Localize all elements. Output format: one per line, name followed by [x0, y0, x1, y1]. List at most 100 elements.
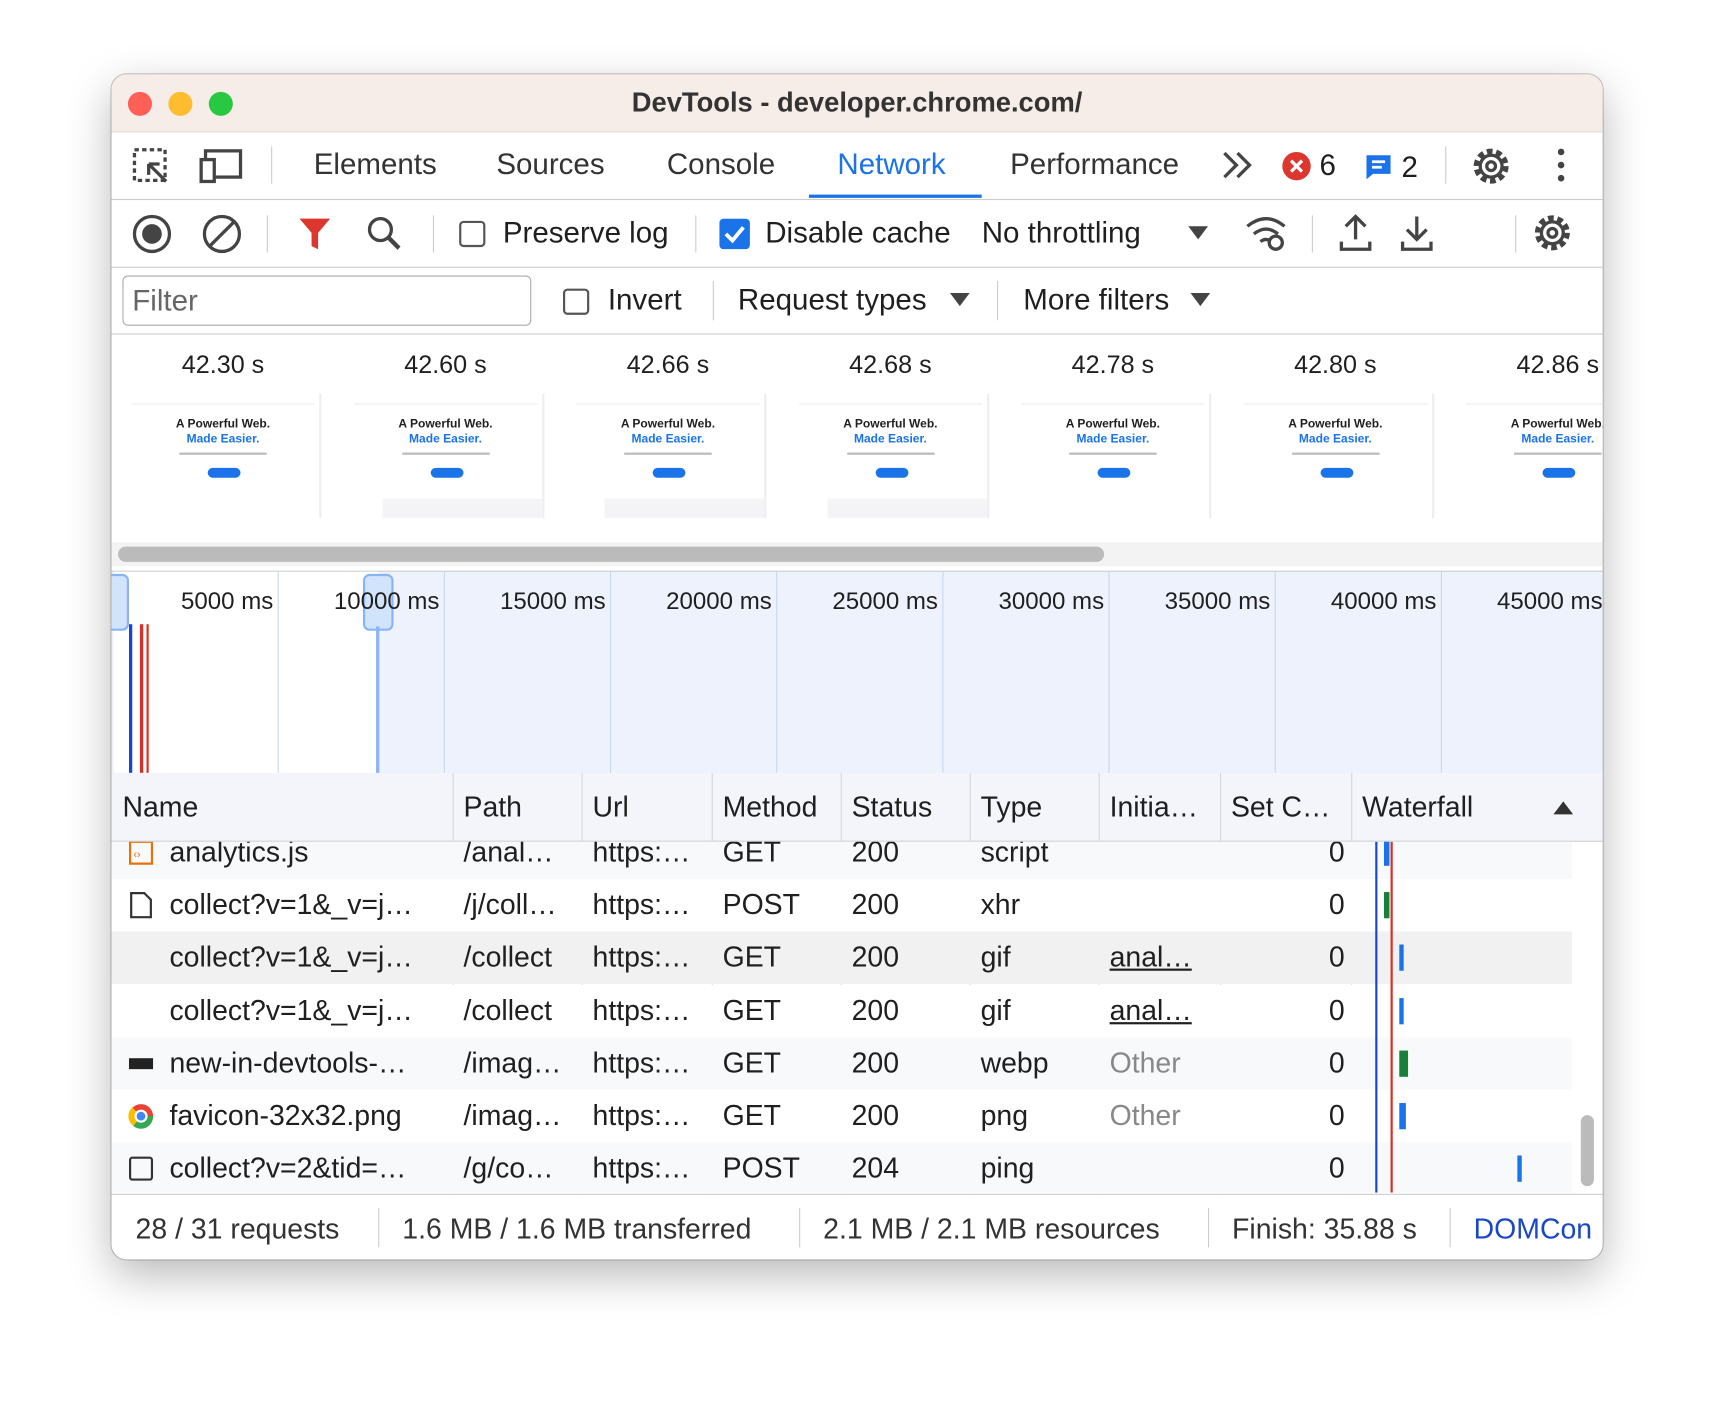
- tool-icons[interactable]: [131, 146, 251, 185]
- sort-indicator[interactable]: [1552, 799, 1574, 816]
- thumb-subheading: Made Easier.: [409, 432, 482, 447]
- column-header[interactable]: Waterfall: [1362, 790, 1474, 824]
- filmstrip-scrollbar-thumb[interactable]: [118, 546, 1105, 562]
- invert-checkbox[interactable]: [562, 288, 590, 315]
- thumb-subheading: Made Easier.: [1298, 432, 1372, 447]
- request-row[interactable]: collect?v=1&_v=j… /collect https:… GET 200 gi…: [111, 931, 1573, 985]
- overview-divider: [443, 571, 445, 774]
- network-conditions-icon[interactable]: [1244, 213, 1288, 252]
- table-header: [111, 772, 1603, 842]
- resource-icon: [128, 1057, 154, 1069]
- column-header[interactable]: Path: [463, 790, 523, 824]
- thumb-button: [1542, 467, 1576, 478]
- thumb-text: [624, 452, 712, 455]
- message-icon: [1366, 155, 1391, 180]
- request-row[interactable]: collect?v=1&_v=j… /j/coll… https:… POST 200 x…: [111, 879, 1573, 932]
- status-item: Finish: 35.88 s: [1232, 1212, 1417, 1246]
- thumb-button: [207, 467, 241, 478]
- menu-icon[interactable]: [1550, 146, 1572, 185]
- thumb-heading: A Powerful Web.: [1065, 417, 1160, 431]
- column-header[interactable]: Initia…: [1109, 790, 1199, 824]
- title-bar: DevTools - developer.chrome.com/: [111, 74, 1603, 133]
- request-row[interactable]: analytics.js/anal… https:… GET 200 script 0: [111, 841, 1573, 879]
- request-table: Name Path Url Method Status Type Initia… Set C……: [111, 772, 1603, 1193]
- filter-input[interactable]: [122, 275, 532, 326]
- message-count[interactable]: 2: [1401, 150, 1418, 184]
- column-header[interactable]: Status: [851, 790, 933, 824]
- column-header[interactable]: Url: [592, 790, 629, 824]
- thumb-text: [179, 452, 267, 455]
- resource-icon: [130, 892, 152, 919]
- cell: Other: [1109, 1098, 1181, 1132]
- thumb-text: [401, 452, 490, 455]
- cell: https:…: [592, 993, 691, 1027]
- cell: https:…: [592, 1045, 691, 1079]
- overview-divider: [942, 571, 944, 774]
- import-export-icons[interactable]: [1338, 211, 1436, 255]
- throttling-select[interactable]: No throttling: [981, 216, 1141, 250]
- more-filters[interactable]: More filters: [1023, 283, 1170, 316]
- cell: /imag…: [463, 1098, 562, 1132]
- request-row[interactable]: new-in-devtools-… /imag… https:… GET 200 webp…: [111, 1037, 1573, 1090]
- request-row[interactable]: collect?v=2&tid=… /g/co… https:… POST 204 pin…: [111, 1142, 1573, 1193]
- overview-tick: 15000 ms: [500, 587, 606, 615]
- tab[interactable]: Performance: [1010, 147, 1180, 181]
- frame-thumbnail[interactable]: A Powerful Web. Made Easier.: [571, 393, 767, 519]
- cell: /j/coll…: [463, 887, 557, 921]
- cell: webp: [980, 1045, 1049, 1079]
- status-divider: [1449, 1207, 1451, 1248]
- traffic-lights[interactable]: [127, 90, 236, 118]
- cell: https:…: [592, 841, 691, 869]
- table-scrollbar[interactable]: [1580, 1115, 1594, 1187]
- load-marker: [1390, 841, 1393, 1193]
- frame-thumbnail[interactable]: A Powerful Web. Made Easier.: [349, 393, 544, 519]
- toolbar-icons[interactable]: [131, 213, 404, 255]
- tab[interactable]: Console: [666, 147, 776, 181]
- dcl-marker: [1375, 841, 1378, 1193]
- cell: https:…: [592, 1151, 691, 1185]
- disable-cache-label[interactable]: Disable cache: [765, 216, 951, 250]
- cell: 0: [1328, 841, 1345, 869]
- frame-thumbnail[interactable]: A Powerful Web. Made Easier.: [1461, 393, 1603, 519]
- status-divider: [799, 1207, 801, 1248]
- column-header[interactable]: Type: [980, 790, 1043, 824]
- network-settings-icon[interactable]: [1530, 211, 1574, 255]
- column-header[interactable]: Set C…: [1230, 790, 1331, 824]
- frame-thumbnail[interactable]: A Powerful Web. Made Easier.: [1016, 393, 1212, 519]
- waterfall-bar: [1383, 841, 1390, 866]
- cell: 0: [1328, 940, 1345, 974]
- frame-thumbnail[interactable]: A Powerful Web. Made Easier.: [126, 393, 322, 519]
- column-header[interactable]: Name: [122, 790, 199, 824]
- tab[interactable]: Network: [837, 147, 946, 181]
- preserve-log-checkbox[interactable]: [459, 220, 486, 248]
- cell: collect?v=1&_v=j…: [169, 887, 413, 921]
- tab[interactable]: Elements: [313, 147, 437, 181]
- range-handle[interactable]: [362, 573, 394, 631]
- cell: GET: [722, 940, 782, 974]
- preserve-log-label[interactable]: Preserve log: [502, 216, 669, 250]
- disable-cache-checkbox[interactable]: [719, 218, 750, 250]
- cell: 200: [851, 1098, 900, 1132]
- invert-label[interactable]: Invert: [607, 283, 682, 316]
- settings-icon[interactable]: [1469, 144, 1513, 188]
- thumb-nav: [1021, 397, 1205, 405]
- cell[interactable]: anal…: [1109, 940, 1192, 974]
- range-handle[interactable]: [111, 573, 129, 631]
- request-row[interactable]: collect?v=1&_v=j… /collect https:… GET 200 gi…: [111, 984, 1573, 1038]
- cell: GET: [722, 1045, 782, 1079]
- resource-icon: ‹›: [128, 841, 154, 865]
- request-types[interactable]: Request types: [737, 283, 927, 316]
- status-divider: [378, 1207, 380, 1248]
- tab[interactable]: Sources: [496, 147, 605, 181]
- more-tabs[interactable]: [1220, 149, 1255, 182]
- error-count[interactable]: 6: [1319, 148, 1336, 182]
- request-row[interactable]: favicon-32x32.png/imag… https:… GET 200 png O…: [111, 1089, 1573, 1143]
- frame-thumbnail[interactable]: A Powerful Web. Made Easier.: [1239, 393, 1434, 519]
- column-header[interactable]: Method: [722, 790, 818, 824]
- overview-divider: [610, 571, 612, 774]
- cell[interactable]: anal…: [1109, 993, 1192, 1027]
- overview-selection: [113, 571, 379, 774]
- frame-thumbnail[interactable]: A Powerful Web. Made Easier.: [794, 393, 989, 519]
- throttling-arrow[interactable]: [1187, 224, 1209, 241]
